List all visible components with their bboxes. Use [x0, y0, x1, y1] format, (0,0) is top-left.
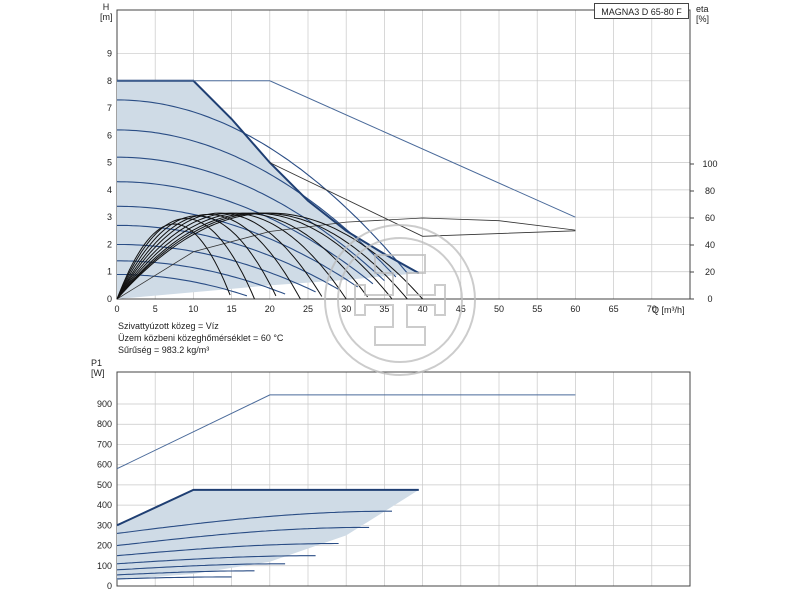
top-efficiency-curve-4 — [116, 212, 323, 300]
top-x-tick-label-11: 55 — [532, 304, 542, 314]
top-y-tick-label-7: 7 — [107, 103, 112, 113]
top-x-tick-label-13: 65 — [609, 304, 619, 314]
top-y-tick-label-3: 3 — [107, 212, 112, 222]
top-efficiency-curve-0 — [116, 223, 231, 300]
top-efficiency-curve-5 — [116, 212, 347, 300]
medium-info: Szivattyúzott közeg = Víz Üzem közbeni k… — [118, 320, 283, 356]
eta-tick-label-3: 60 — [705, 213, 715, 223]
top-efficiency-curve-9 — [116, 212, 423, 300]
top-y-tick-label-1: 1 — [107, 267, 112, 277]
top-y-tick-label-0: 0 — [107, 294, 112, 304]
top-x-tick-label-3: 15 — [227, 304, 237, 314]
eta-tick-label-4: 80 — [705, 186, 715, 196]
top-speed-curves — [116, 79, 576, 300]
top-speed-curve-4 — [117, 205, 358, 288]
h-axis-title-top: H — [102, 2, 110, 12]
h-axis-title-unit: [m] — [100, 12, 113, 22]
watermark-logo — [324, 224, 476, 376]
bottom-y-tick-label-9: 900 — [97, 399, 112, 409]
bottom-power-curve-2 — [116, 542, 339, 557]
top-x-tick-label-6: 30 — [341, 304, 351, 314]
bottom-y-tick-label-4: 400 — [97, 500, 112, 510]
top-x-tick-label-2: 10 — [188, 304, 198, 314]
bottom-y-tick-label-0: 0 — [107, 581, 112, 591]
top-y-tick-label-9: 9 — [107, 49, 112, 59]
top-x-tick-label-4: 20 — [265, 304, 275, 314]
top-speed-curve-2 — [117, 156, 385, 282]
eta-axis-title: eta [%] — [696, 4, 709, 24]
top-operating-area-fill — [117, 80, 419, 299]
bottom-max-power-extension — [116, 394, 576, 470]
bottom-power-curves — [116, 394, 576, 580]
bottom-power-curve-5 — [116, 570, 255, 576]
bottom-power-curve-0 — [116, 510, 392, 534]
top-speed-curve-0 — [117, 99, 408, 274]
eta-line — [116, 217, 576, 300]
top-y-tick-label-8: 8 — [107, 76, 112, 86]
top-efficiency-curve-1 — [116, 218, 255, 300]
top-x-tick-label-12: 60 — [570, 304, 580, 314]
bottom-plot-frame — [116, 371, 691, 587]
bottom-y-tick-label-7: 700 — [97, 439, 112, 449]
model-label: MAGNA3 D 65-80 F — [594, 3, 689, 19]
top-curve-extension-lower — [269, 162, 576, 237]
p1-axis-title: P1 [W] — [91, 358, 105, 378]
top-x-tick-label-10: 50 — [494, 304, 504, 314]
bottom-max-power-curve — [116, 488, 419, 527]
medium-line-temperature: Üzem közbeni közeghőmérséklet = 60 °C — [118, 333, 284, 343]
eta-axis-title-unit: [%] — [696, 14, 710, 24]
eta-tick-label-5: 100 — [702, 159, 717, 169]
medium-line-density: Sűrűség = 983.2 kg/m³ — [118, 345, 210, 355]
top-chart-grid — [116, 9, 691, 300]
top-x-tick-label-5: 25 — [303, 304, 313, 314]
top-x-tick-label-7: 35 — [379, 304, 389, 314]
top-x-tick-label-1: 5 — [153, 304, 158, 314]
bottom-power-curve-4 — [116, 563, 286, 571]
top-operating-area — [117, 80, 419, 299]
bottom-y-tick-label-8: 800 — [97, 419, 112, 429]
eta-axis-title-top: eta — [696, 4, 709, 14]
h-axis-title: H [m] — [100, 2, 113, 22]
eta-tick-label-1: 20 — [705, 267, 715, 277]
eta-tick-label-0: 0 — [707, 294, 712, 304]
top-x-tick-label-14: 70 — [647, 304, 657, 314]
top-y-tick-label-4: 4 — [107, 185, 112, 195]
top-y-tick-label-5: 5 — [107, 158, 112, 168]
eta-tick-label-2: 40 — [705, 240, 715, 250]
bottom-y-tick-label-6: 600 — [97, 460, 112, 470]
top-efficiency-curves — [116, 212, 423, 300]
medium-line-fluid: Szivattyúzott közeg = Víz — [118, 321, 219, 331]
top-max-curve — [117, 79, 420, 274]
bottom-y-tick-label-2: 200 — [97, 541, 112, 551]
bottom-y-tick-label-3: 300 — [97, 520, 112, 530]
bottom-y-tick-label-1: 100 — [97, 561, 112, 571]
bottom-power-curve-3 — [116, 555, 316, 565]
top-speed-curve-6 — [117, 243, 316, 293]
top-y-tick-label-6: 6 — [107, 130, 112, 140]
top-speed-curve-5 — [117, 224, 339, 290]
top-speed-curve-3 — [116, 181, 374, 285]
bottom-y-tick-label-5: 500 — [97, 480, 112, 490]
q-axis-title: Q [m³/h] — [652, 305, 685, 315]
bottom-tick-labels: 0 100 200 300 400 500 600 700 800 900 — [97, 399, 112, 591]
top-x-tick-label-0: 0 — [114, 304, 119, 314]
top-efficiency-curve-6 — [116, 212, 368, 300]
p1-axis-title-top: P1 — [91, 358, 103, 368]
top-y-tick-label-2: 2 — [107, 239, 112, 249]
bottom-power-curve-6 — [116, 576, 232, 580]
top-max-curve-extension — [117, 80, 576, 218]
bottom-power-curve-1 — [116, 526, 370, 547]
p1-axis-title-unit: [W] — [91, 368, 105, 378]
top-x-tick-label-8: 40 — [418, 304, 428, 314]
